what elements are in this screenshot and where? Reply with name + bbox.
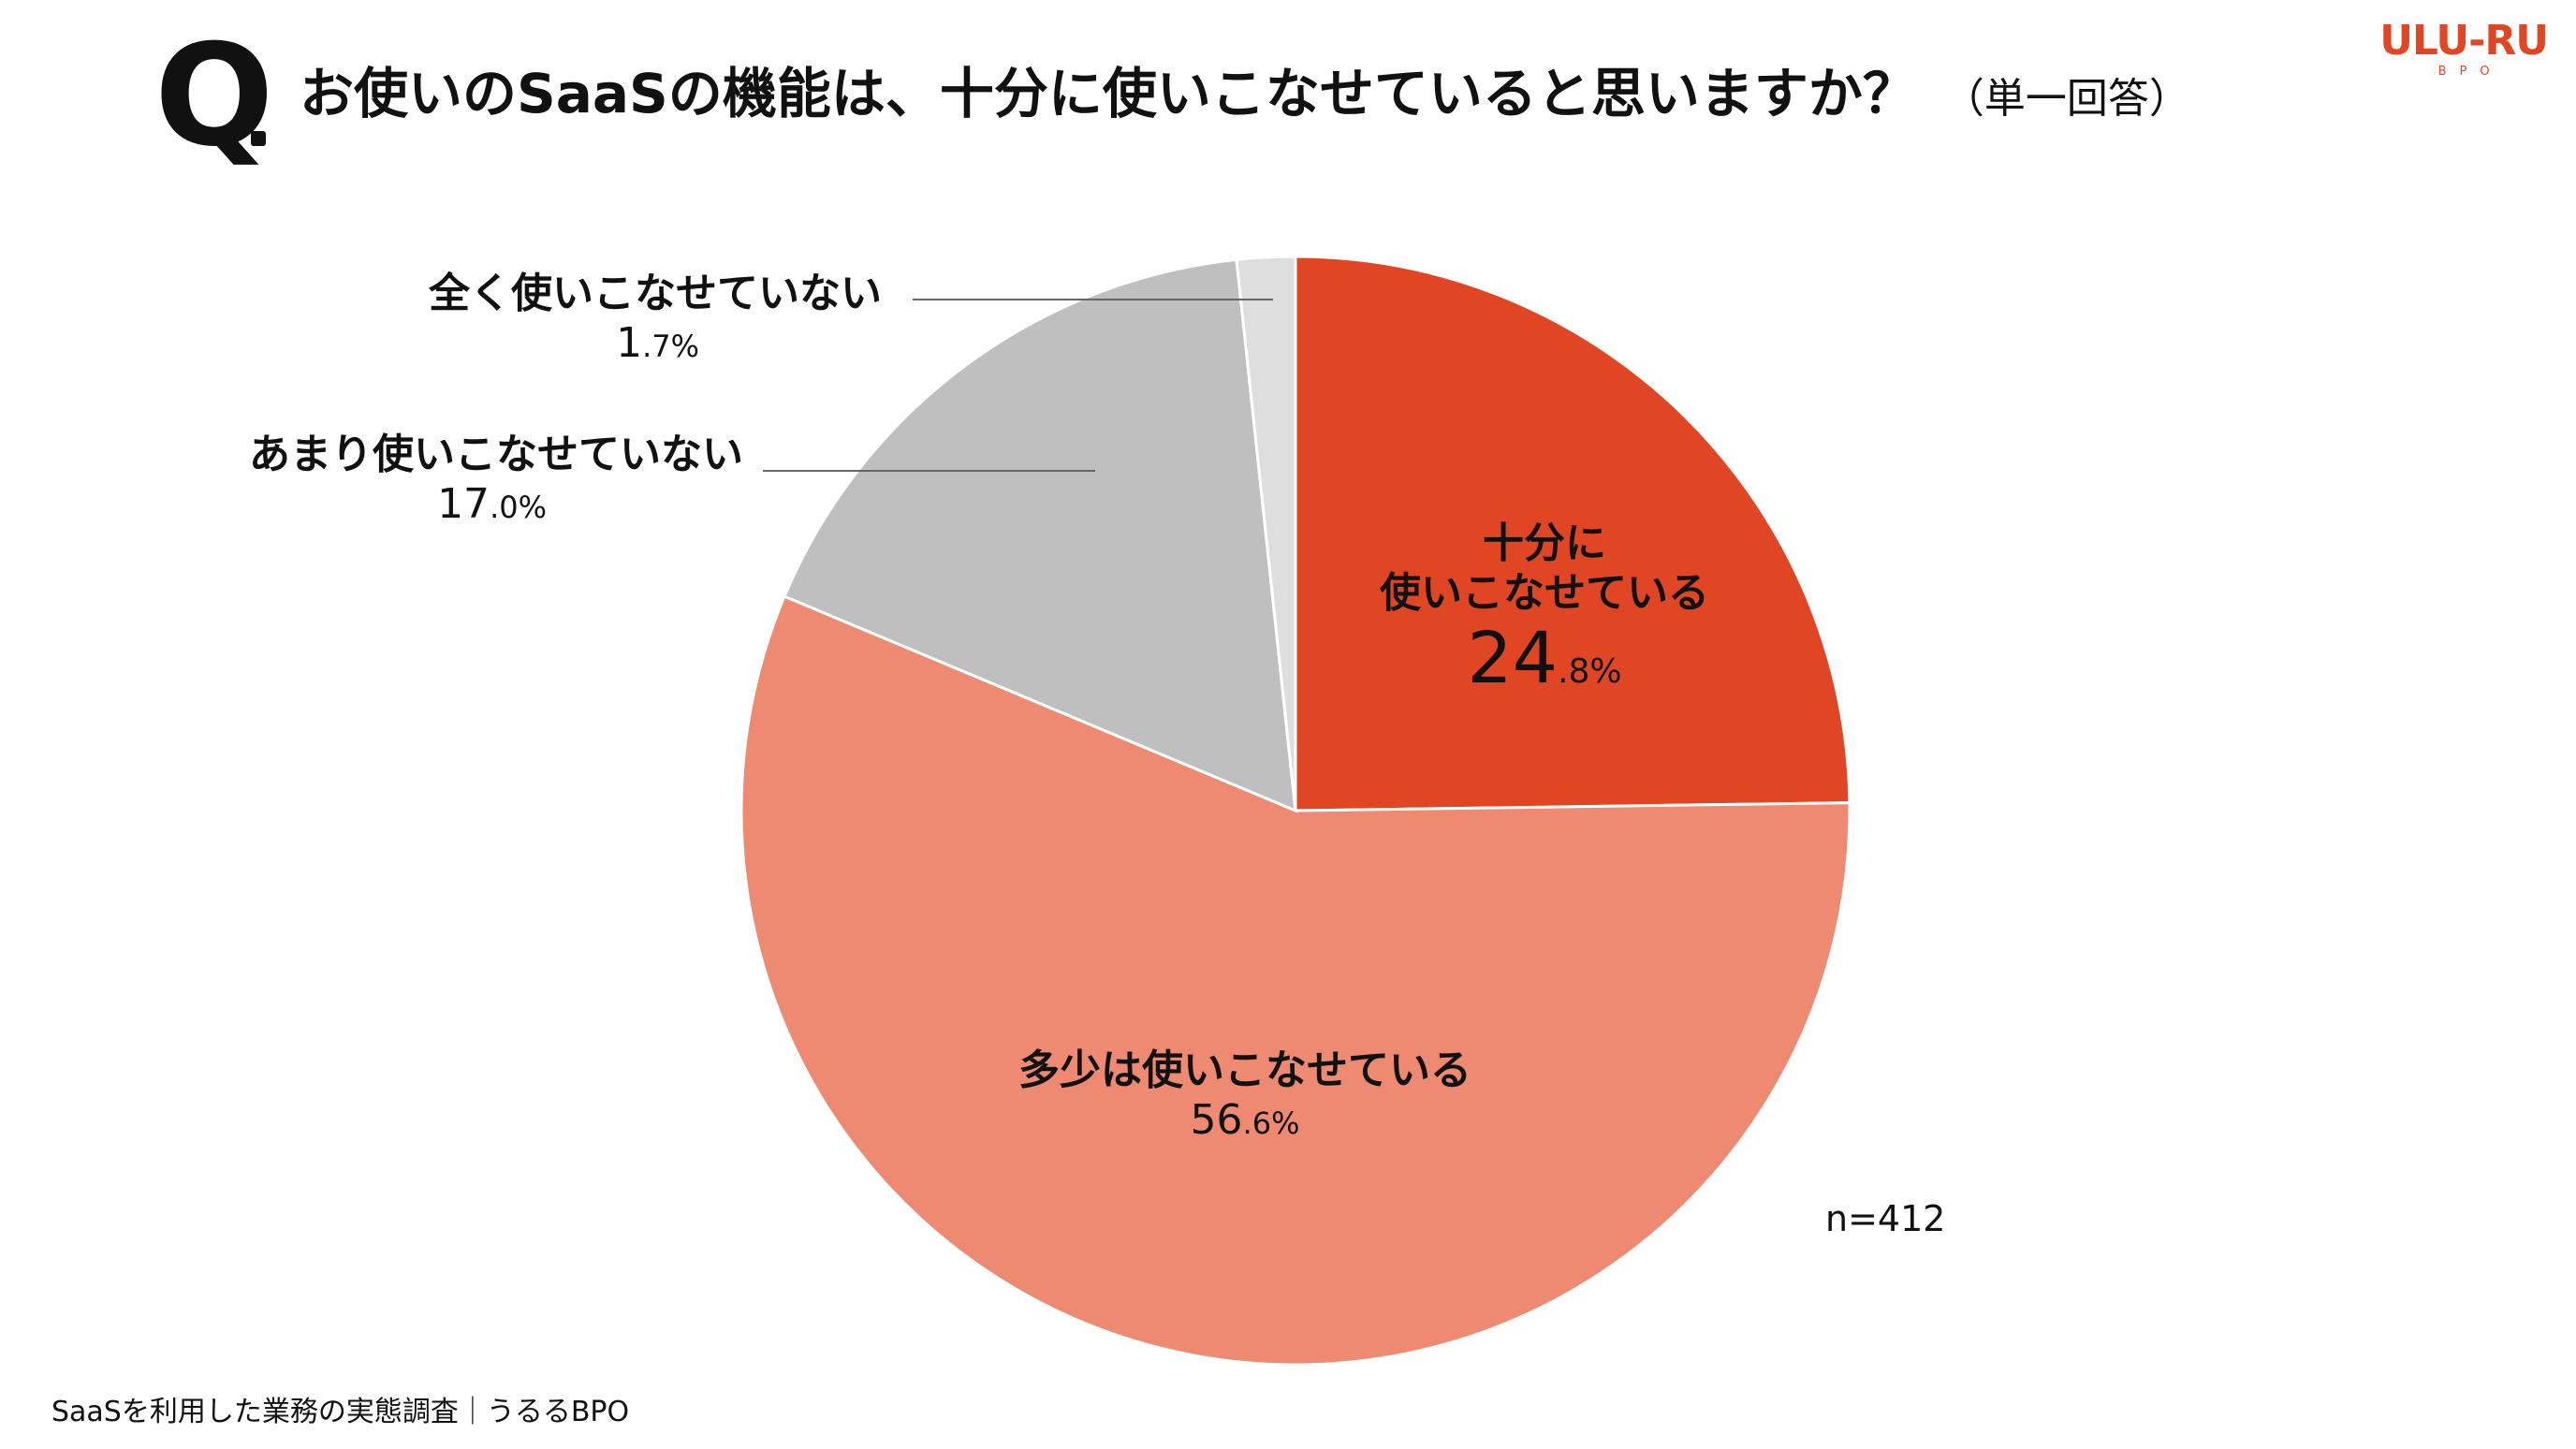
slice-label-fully: 十分に 使いこなせている 24.8% xyxy=(1367,520,1722,696)
slice-value-fully: 24.8% xyxy=(1467,615,1622,699)
slice-value-rarely: 17.0% xyxy=(437,479,547,528)
pie-slice-none xyxy=(1235,255,1297,812)
slice-value-somewhat: 56.6% xyxy=(1190,1095,1300,1144)
slice-name-fully-line2: 使いこなせている xyxy=(1380,568,1709,617)
brand-logo: ULU-RU BPO xyxy=(2379,17,2549,80)
question-mark-dot xyxy=(251,131,266,146)
logo-main-text: ULU-RU xyxy=(2379,17,2549,65)
slice-name-none: 全く使いこなせていない xyxy=(429,270,882,317)
question-text: お使いのSaaSの機能は、十分に使いこなせていると思いますか？ xyxy=(300,62,1917,125)
slice-name-somewhat: 多少は使いこなせている xyxy=(1018,1046,1471,1094)
pie-slice-somewhat xyxy=(739,594,1852,1367)
pie-slice-fully xyxy=(1294,255,1852,812)
question-note: （単一回答） xyxy=(1942,75,2190,123)
sample-size: n=412 xyxy=(1825,1198,1946,1239)
page-title: お使いのSaaSの機能は、十分に使いこなせていると思いますか？ （単一回答） xyxy=(300,62,2190,127)
logo-sub-text: BPO xyxy=(2437,65,2503,79)
slice-value-none: 1.7% xyxy=(616,318,699,367)
slice-name-rarely: あまり使いこなせていない xyxy=(249,431,743,478)
slice-label-rarely: あまり使いこなせていない 17.0% xyxy=(249,431,743,530)
slice-name-fully-line1: 十分に xyxy=(1483,520,1606,567)
slice-label-none: 全く使いこなせていない 1.7% xyxy=(429,270,882,369)
source-footer: SaaSを利用した業務の実態調査｜うるるBPO xyxy=(51,1396,630,1428)
pie-slice-rarely xyxy=(783,257,1297,813)
slice-label-somewhat: 多少は使いこなせている 56.6% xyxy=(983,1046,1507,1146)
pie-slices xyxy=(739,255,1852,1367)
